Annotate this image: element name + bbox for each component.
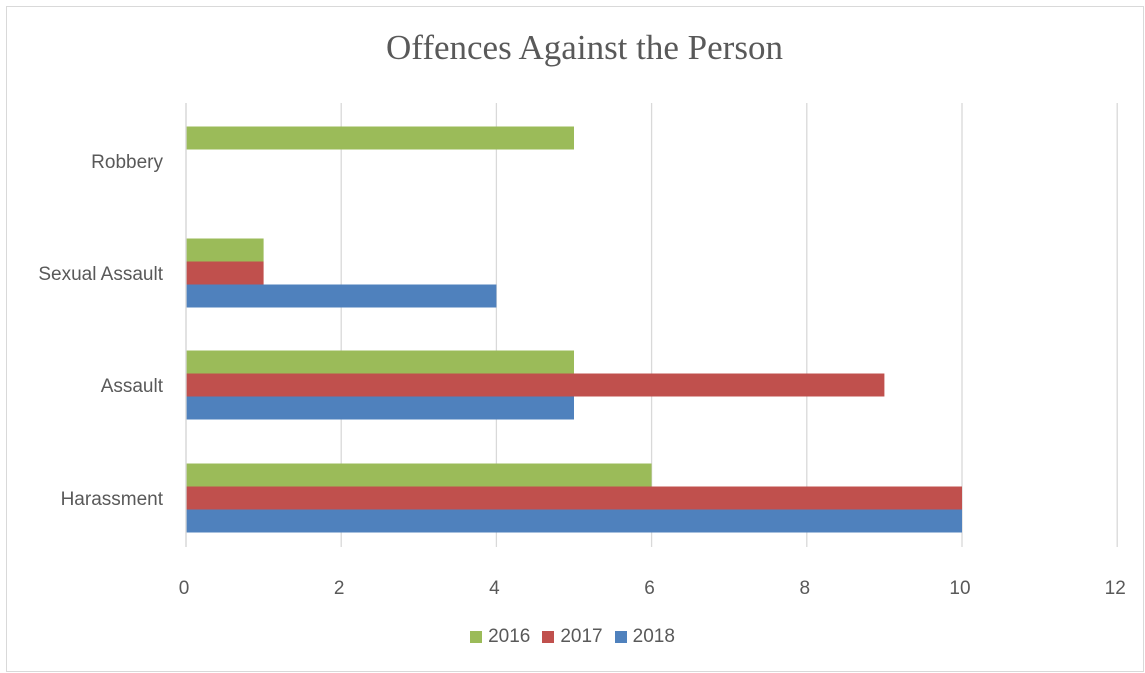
- legend-swatch: [614, 631, 627, 643]
- legend-swatch: [542, 631, 555, 643]
- x-tick-label: 0: [179, 578, 190, 599]
- legend-label: 2018: [632, 626, 675, 647]
- chart-title: Offences Against the Person: [386, 28, 783, 67]
- bar-2017-harassment: [186, 486, 962, 510]
- category-label: Robbery: [91, 152, 163, 173]
- bar-2016-assault: [186, 350, 574, 374]
- category-label: Sexual Assault: [38, 264, 163, 285]
- legend-item-2016: 2016: [470, 626, 530, 648]
- category-label: Assault: [101, 376, 164, 397]
- legend-label: 2016: [488, 626, 531, 647]
- category-label: Harassment: [61, 489, 164, 510]
- bar-2017-assault: [186, 373, 885, 397]
- x-tick-label: 10: [949, 578, 970, 599]
- x-tick-label: 8: [800, 578, 811, 599]
- x-tick-label: 2: [334, 578, 345, 599]
- bar-2018-harassment: [186, 509, 962, 533]
- legend-item-2018: 2018: [614, 626, 675, 648]
- x-tick-label: 4: [489, 578, 500, 599]
- bar-2018-assault: [186, 396, 574, 420]
- bar-2016-harassment: [186, 463, 652, 487]
- legend: 2016 2017 2018: [0, 626, 1145, 648]
- legend-label: 2017: [560, 626, 603, 647]
- bar-2016-robbery: [186, 126, 574, 150]
- x-tick-label: 6: [644, 578, 655, 599]
- legend-swatch: [470, 631, 483, 643]
- bar-2016-sexual-assault: [186, 238, 264, 262]
- legend-item-2017: 2017: [542, 626, 603, 648]
- chart-frame: [6, 6, 1144, 672]
- x-tick-label: 12: [1105, 578, 1126, 599]
- bar-2018-sexual-assault: [186, 284, 497, 308]
- bar-2017-sexual-assault: [186, 261, 264, 285]
